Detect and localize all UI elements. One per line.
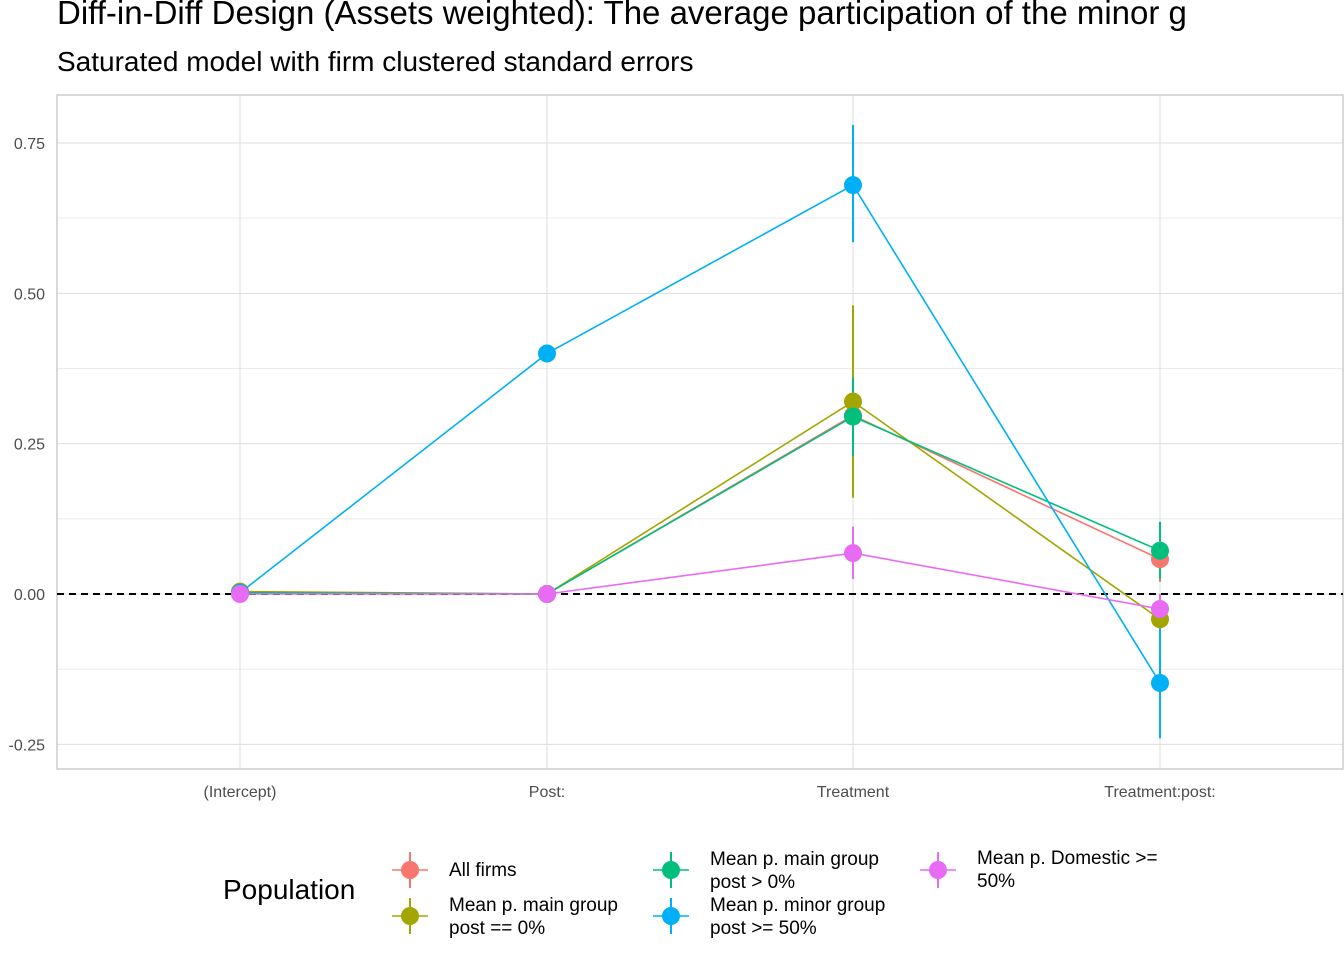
- y-tick-label: 0.75: [14, 136, 45, 153]
- data-point-2-2: [844, 407, 862, 426]
- legend-item: Mean p. main group post == 0%: [392, 892, 652, 940]
- data-point-3-2: [844, 176, 862, 195]
- y-tick-label: -0.25: [9, 737, 46, 754]
- legend-item: Mean p. main group post > 0%: [653, 846, 913, 894]
- data-point-2-3: [1151, 541, 1169, 560]
- legend-key: [920, 852, 956, 888]
- legend-title: Population: [223, 874, 356, 905]
- legend-label: Mean p. main group post == 0%: [449, 895, 618, 939]
- x-tick-label: (Intercept): [204, 784, 277, 801]
- legend-item: Mean p. Domestic >= 50%: [920, 846, 1180, 894]
- y-tick-label: 0.50: [14, 286, 45, 303]
- series-line-4: [240, 552, 1161, 610]
- legend-key-point: [401, 907, 419, 925]
- y-tick-label: 0.00: [14, 587, 45, 604]
- legend-key-point: [401, 861, 419, 879]
- legend-item: Mean p. minor group post >= 50%: [653, 892, 913, 940]
- legend-key-point: [662, 861, 680, 879]
- axis-layer: 0.75 0.50 0.25 0.00 -0.25 (Intercept) Post: Tre…: [9, 136, 1216, 801]
- data-point-4-1: [538, 585, 556, 603]
- legend-label: Mean p. minor group post >= 50%: [710, 895, 886, 939]
- data-point-3-1: [538, 344, 556, 363]
- legend-label: Mean p. main group post > 0%: [710, 849, 879, 893]
- data-point-4-0: [231, 585, 249, 603]
- data-point-4-3: [1151, 600, 1169, 619]
- legend-key: [392, 898, 428, 934]
- chart-title: Diff-in-Diff Design (Assets weighted): T…: [57, 0, 1187, 31]
- legend-key: [653, 898, 689, 934]
- panel-border: [56, 94, 1344, 770]
- x-tick-label: Treatment:post:: [1104, 784, 1215, 801]
- x-tick-label: Treatment: [817, 784, 890, 801]
- legend-label: Mean p. Domestic >= 50%: [977, 848, 1158, 892]
- series-layer: [231, 124, 1169, 739]
- legend-item: All firms: [392, 846, 652, 894]
- x-tick-label: Post:: [529, 784, 565, 801]
- data-point-1-2: [844, 392, 862, 411]
- series-line-1: [239, 400, 1161, 620]
- data-point-3-3: [1151, 673, 1169, 692]
- legend-key: [653, 852, 689, 888]
- legend-label: All firms: [449, 860, 517, 881]
- series-line-3: [239, 184, 1161, 684]
- y-tick-label: 0.25: [14, 437, 45, 454]
- legend-key: [392, 852, 428, 888]
- legend-key-point: [662, 907, 680, 925]
- chart-subtitle: Saturated model with firm clustered stan…: [57, 46, 694, 77]
- data-point-4-2: [844, 544, 862, 563]
- legend-key-point: [929, 861, 947, 879]
